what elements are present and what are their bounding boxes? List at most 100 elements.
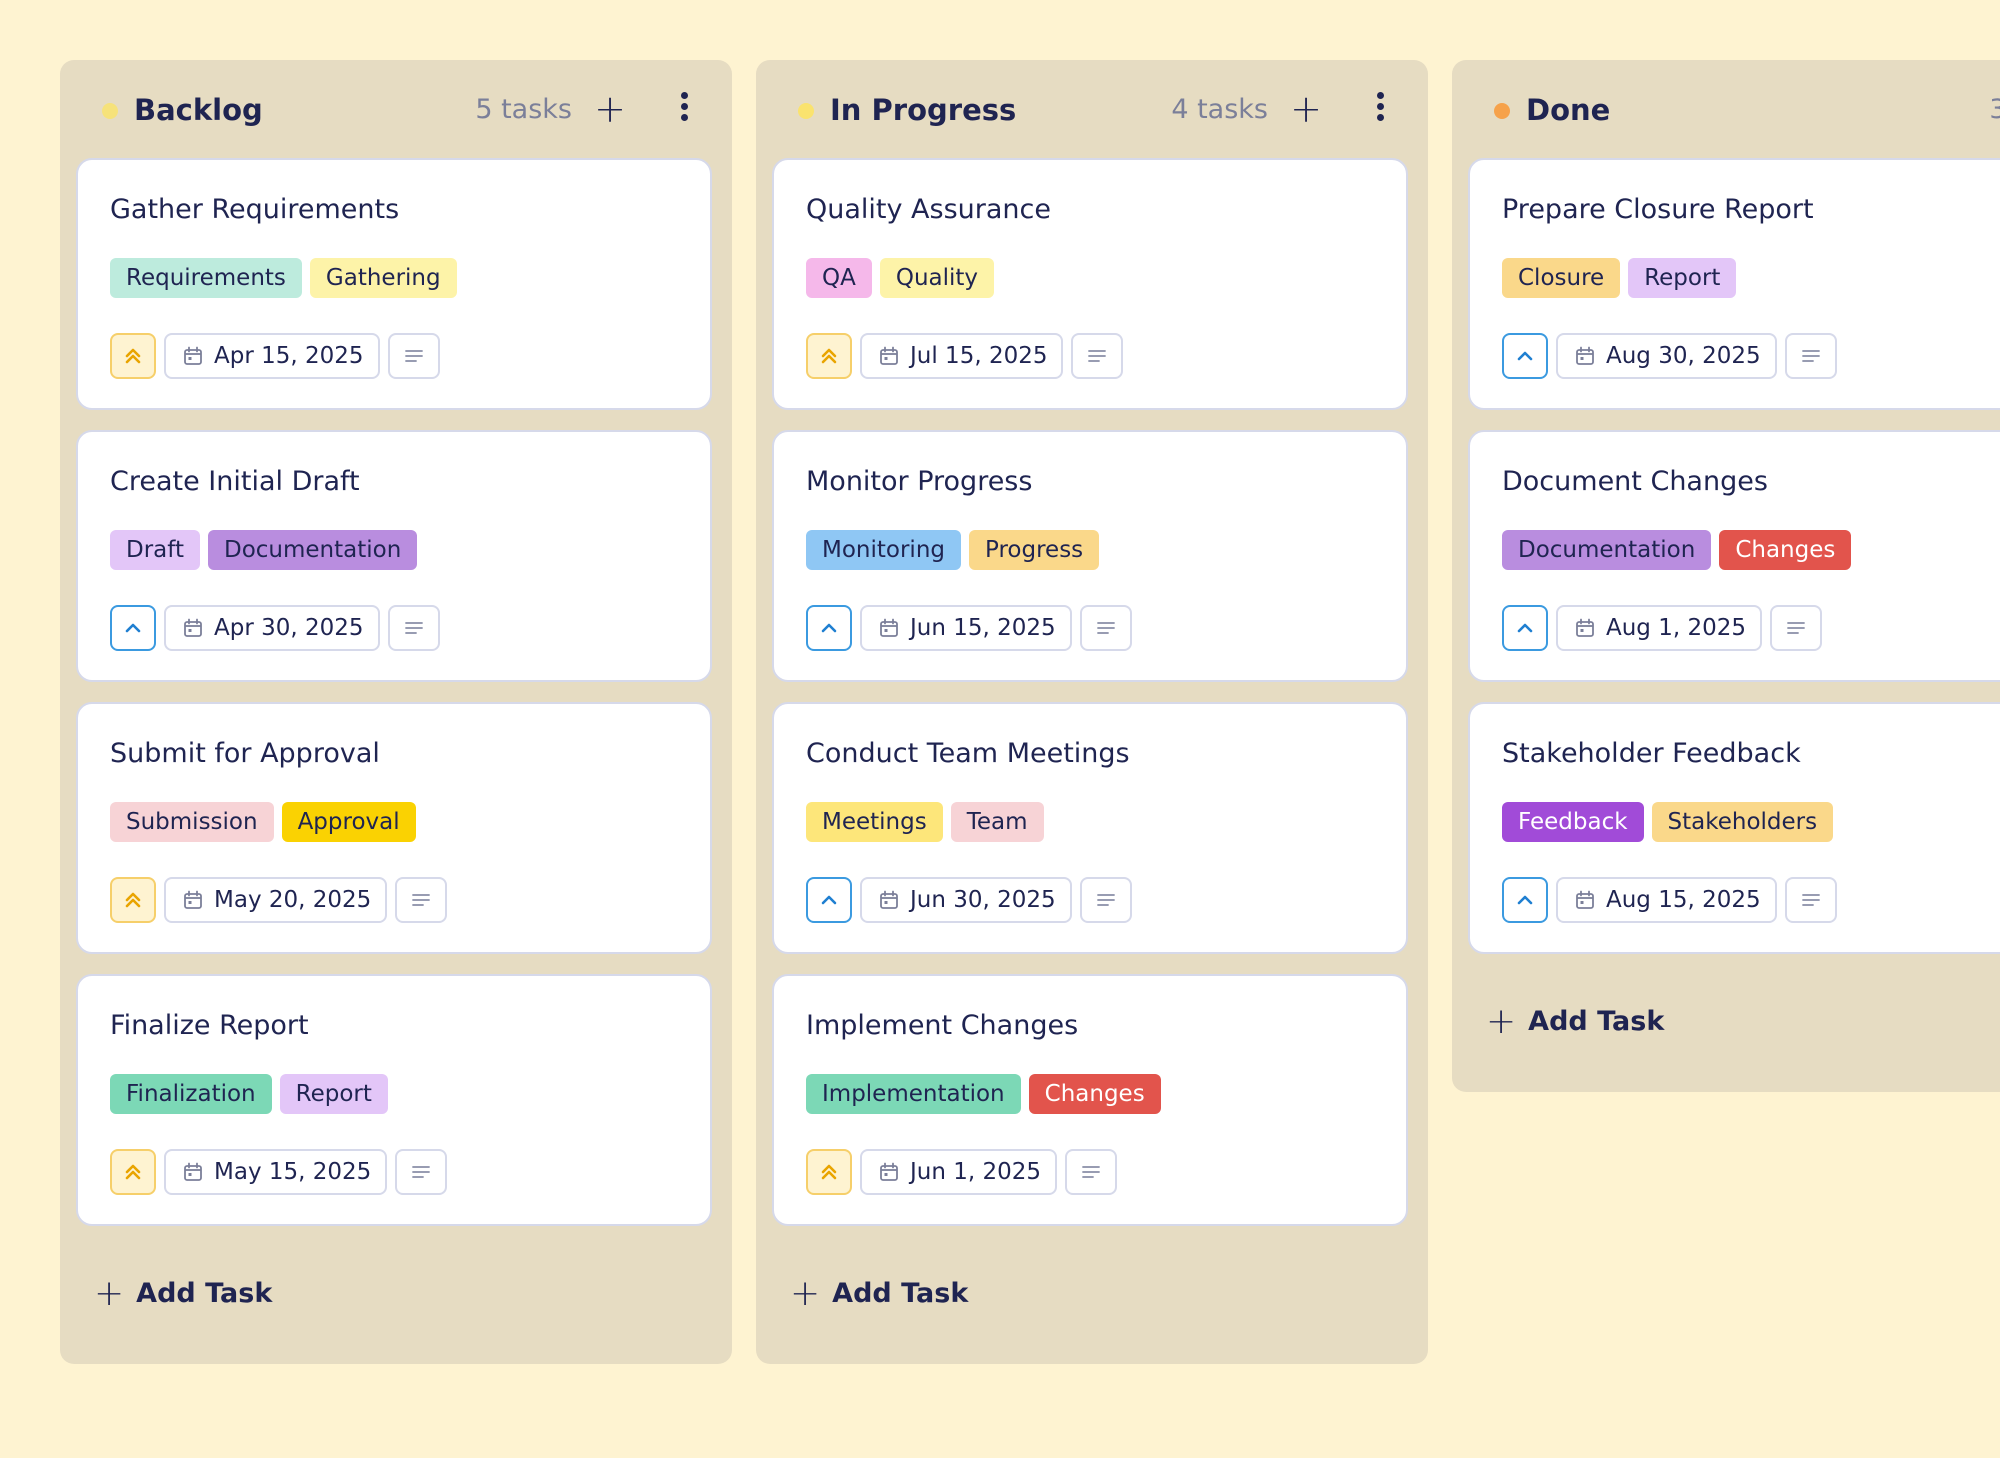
tag-list: Documentation Changes <box>1502 530 1852 570</box>
task-title: Create Initial Draft <box>110 466 360 497</box>
description-icon[interactable] <box>395 877 448 923</box>
task-title: Quality Assurance <box>806 194 1051 225</box>
description-icon[interactable] <box>1079 605 1132 651</box>
due-date[interactable]: Jun 1, 2025 <box>860 1149 1058 1195</box>
description-icon[interactable] <box>387 333 440 379</box>
plus-icon: + <box>790 1273 821 1314</box>
priority-medium-icon[interactable] <box>806 605 852 651</box>
task-card[interactable]: Prepare Closure Report Closure Report Aug 3… <box>1468 158 2000 410</box>
due-date[interactable]: May 20, 2025 <box>164 877 388 923</box>
due-date[interactable]: Aug 1, 2025 <box>1556 605 1763 651</box>
tag-list: Draft Documentation <box>110 530 418 570</box>
description-icon[interactable] <box>1770 605 1823 651</box>
task-card[interactable]: Conduct Team Meetings Meetings Team Jun 30,… <box>772 702 1408 954</box>
tag[interactable]: Requirements <box>110 258 302 298</box>
priority-medium-icon[interactable] <box>1502 877 1548 923</box>
description-icon[interactable] <box>387 605 440 651</box>
tag[interactable]: Submission <box>110 802 274 842</box>
priority-high-icon[interactable] <box>110 333 156 379</box>
add-task-icon[interactable]: + <box>1290 87 1322 131</box>
due-date[interactable]: Jun 15, 2025 <box>860 605 1072 651</box>
column-title: Backlog <box>134 93 263 127</box>
tag[interactable]: Progress <box>969 530 1100 570</box>
priority-high-icon[interactable] <box>806 333 852 379</box>
tag[interactable]: Approval <box>281 802 416 842</box>
calendar-icon <box>878 345 900 367</box>
task-title: Gather Requirements <box>110 194 400 225</box>
description-icon[interactable] <box>1071 333 1124 379</box>
due-date[interactable]: Jun 30, 2025 <box>860 877 1072 923</box>
priority-medium-icon[interactable] <box>1502 333 1548 379</box>
description-icon[interactable] <box>1784 877 1837 923</box>
task-card[interactable]: Create Initial Draft Draft Documentation Ap… <box>76 430 712 682</box>
priority-medium-icon[interactable] <box>110 605 156 651</box>
add-task-button[interactable]: + Add Task <box>790 1274 968 1314</box>
due-date[interactable]: May 15, 2025 <box>164 1149 388 1195</box>
task-card[interactable]: Monitor Progress Monitoring Progress Jun 15… <box>772 430 1408 682</box>
due-date-text: Aug 15, 2025 <box>1606 887 1761 913</box>
tag[interactable]: Meetings <box>806 802 943 842</box>
add-task-icon[interactable]: + <box>594 87 626 131</box>
task-meta: Aug 1, 2025 <box>1502 605 1823 651</box>
calendar-icon <box>182 1161 204 1183</box>
more-options-icon[interactable] <box>1370 92 1390 128</box>
task-card[interactable]: Quality Assurance QA Quality Jul 15, 2025 <box>772 158 1408 410</box>
tag[interactable]: Finalization <box>110 1074 272 1114</box>
priority-high-icon[interactable] <box>110 1149 156 1195</box>
priority-high-icon[interactable] <box>806 1149 852 1195</box>
tag[interactable]: Report <box>279 1074 388 1114</box>
tag[interactable]: Report <box>1628 258 1737 298</box>
task-card[interactable]: Submit for Approval Submission Approval May… <box>76 702 712 954</box>
description-icon[interactable] <box>1079 877 1132 923</box>
due-date[interactable]: Apr 15, 2025 <box>164 333 380 379</box>
task-card[interactable]: Stakeholder Feedback Feedback Stakeholders… <box>1468 702 2000 954</box>
priority-high-icon[interactable] <box>110 877 156 923</box>
plus-icon: + <box>94 1273 125 1314</box>
description-icon[interactable] <box>395 1149 448 1195</box>
task-card[interactable]: Implement Changes Implementation Changes Ju… <box>772 974 1408 1226</box>
tag-list: Implementation Changes <box>806 1074 1161 1114</box>
description-icon[interactable] <box>1065 1149 1118 1195</box>
tag[interactable]: Stakeholders <box>1651 802 1834 842</box>
due-date[interactable]: Aug 30, 2025 <box>1556 333 1777 379</box>
task-card[interactable]: Document Changes Documentation Changes Aug … <box>1468 430 2000 682</box>
tag[interactable]: Monitoring <box>806 530 961 570</box>
task-meta: Aug 15, 2025 <box>1502 877 1837 923</box>
tag[interactable]: Draft <box>110 530 200 570</box>
priority-medium-icon[interactable] <box>1502 605 1548 651</box>
task-title: Implement Changes <box>806 1010 1079 1041</box>
priority-medium-icon[interactable] <box>806 877 852 923</box>
tag-list: Finalization Report <box>110 1074 388 1114</box>
task-title: Conduct Team Meetings <box>806 738 1130 769</box>
status-dot <box>1494 103 1510 119</box>
tag[interactable]: Team <box>950 802 1044 842</box>
task-card[interactable]: Gather Requirements Requirements Gathering… <box>76 158 712 410</box>
task-meta: Aug 30, 2025 <box>1502 333 1837 379</box>
task-card[interactable]: Finalize Report Finalization Report May 15,… <box>76 974 712 1226</box>
tag[interactable]: Documentation <box>207 530 418 570</box>
tag[interactable]: Quality <box>879 258 995 298</box>
tag[interactable]: Closure <box>1502 258 1621 298</box>
tag[interactable]: Changes <box>1028 1074 1161 1114</box>
tag-list: Closure Report <box>1502 258 1737 298</box>
add-task-button[interactable]: + Add Task <box>1486 1002 1664 1042</box>
more-options-icon[interactable] <box>674 92 694 128</box>
calendar-icon <box>182 889 204 911</box>
tag[interactable]: Documentation <box>1502 530 1712 570</box>
tag[interactable]: Gathering <box>309 258 457 298</box>
card-list[interactable]: Gather Requirements Requirements Gathering… <box>76 158 716 1246</box>
due-date[interactable]: Aug 15, 2025 <box>1556 877 1777 923</box>
tag[interactable]: Changes <box>1719 530 1852 570</box>
tag[interactable]: QA <box>806 258 872 298</box>
task-title: Submit for Approval <box>110 738 380 769</box>
task-meta: Jun 1, 2025 <box>806 1149 1118 1195</box>
card-list[interactable]: Prepare Closure Report Closure Report Aug 3… <box>1468 158 2000 974</box>
tag[interactable]: Feedback <box>1502 802 1644 842</box>
description-icon[interactable] <box>1784 333 1837 379</box>
due-date[interactable]: Jul 15, 2025 <box>860 333 1064 379</box>
add-task-button[interactable]: + Add Task <box>94 1274 272 1314</box>
due-date[interactable]: Apr 30, 2025 <box>164 605 380 651</box>
tag[interactable]: Implementation <box>806 1074 1021 1114</box>
column-in-progress: In Progress 4 tasks + Quality Assurance QA Qu… <box>756 60 1428 1364</box>
card-list[interactable]: Quality Assurance QA Quality Jul 15, 2025 Mo… <box>772 158 1412 1246</box>
